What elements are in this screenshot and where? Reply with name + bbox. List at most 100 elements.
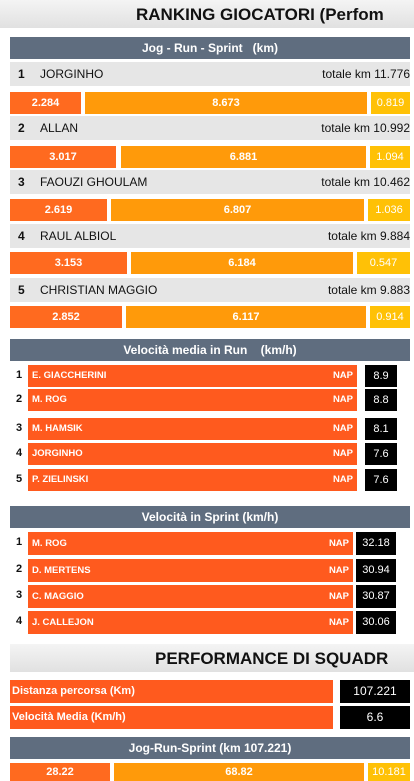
sprint-speed-section-title: Velocità in Sprint (km/h) xyxy=(141,510,279,524)
ranking-row-player: P. ZIELINSKI xyxy=(32,474,89,485)
player-rank: 3 xyxy=(18,175,25,189)
ranking-row-team: NAP xyxy=(332,394,353,405)
player-name: ALLAN xyxy=(40,121,79,135)
team-performance-title-bar: PERFORMANCE DI SQUADR xyxy=(10,644,414,672)
ranking-row-player: J. CALLEJON xyxy=(32,617,94,628)
ranking-row-team: NAP xyxy=(332,474,353,485)
sprint-segment: 0.547 xyxy=(357,252,410,274)
jog-segment: 2.619 xyxy=(10,199,107,221)
ranking-row-value: 8.1 xyxy=(365,418,397,440)
jog-segment: 3.017 xyxy=(10,146,116,168)
team-jrs-header: Jog-Run-Sprint (km 107.221) xyxy=(10,737,410,759)
ranking-row-rank: 1 xyxy=(16,536,23,548)
player-rank: 2 xyxy=(18,121,25,135)
ranking-row: 1 E. GIACCHERINI NAP 8.9 xyxy=(10,365,410,387)
ranking-row-player: M. ROG xyxy=(32,538,67,549)
ranking-row-bar: JORGINHO NAP xyxy=(28,443,357,465)
ranking-row-bar: E. GIACCHERINI NAP xyxy=(28,365,357,387)
sprint-speed-section-header: Velocità in Sprint (km/h) xyxy=(10,506,410,528)
ranking-row-player: D. MERTENS xyxy=(32,565,91,576)
ranking-row-rank: 4 xyxy=(16,447,23,459)
player-total: totale km 10.462 xyxy=(321,175,410,189)
ranking-row-team: NAP xyxy=(328,591,349,602)
player-total: totale km 10.992 xyxy=(321,121,410,135)
player-row: 1 JORGINHO totale km 11.776 xyxy=(10,62,410,86)
sprint-segment: 1.036 xyxy=(368,199,410,221)
ranking-row-bar: J. CALLEJON NAP xyxy=(28,611,353,634)
ranking-row-rank: 3 xyxy=(16,422,23,434)
ranking-row-rank: 2 xyxy=(16,393,23,405)
ranking-row-player: C. MAGGIO xyxy=(32,591,84,602)
ranking-row-team: NAP xyxy=(328,617,349,628)
ranking-row-rank: 4 xyxy=(16,615,23,627)
ranking-row-value: 30.94 xyxy=(356,559,396,582)
jog-segment: 3.153 xyxy=(10,252,127,274)
sprint-segment: 0.819 xyxy=(371,92,410,114)
ranking-row-rank: 2 xyxy=(16,563,23,575)
ranking-row-value: 8.8 xyxy=(365,389,397,411)
sprint-segment: 1.094 xyxy=(370,146,410,168)
team-run-segment: 68.82 xyxy=(114,763,364,781)
ranking-row-bar: M. ROG NAP xyxy=(28,532,353,555)
run-segment: 8.673 xyxy=(85,92,367,114)
ranking-row-rank: 1 xyxy=(16,369,23,381)
ranking-row-team: NAP xyxy=(328,538,349,549)
team-performance-title: PERFORMANCE DI SQUADR xyxy=(155,649,389,668)
player-name: RAUL ALBIOL xyxy=(40,229,117,243)
avg-speed-label: Velocità Media (Km/h) xyxy=(10,706,333,729)
run-segment: 6.807 xyxy=(111,199,364,221)
team-sprint-segment: 10.181 xyxy=(368,763,410,781)
ranking-row: 5 P. ZIELINSKI NAP 7.6 xyxy=(10,469,410,491)
player-row: 2 ALLAN totale km 10.992 xyxy=(10,116,410,140)
player-row: 3 FAOUZI GHOULAM totale km 10.462 xyxy=(10,170,410,194)
ranking-row-player: M. HAMSIK xyxy=(32,423,83,434)
player-rank: 5 xyxy=(18,283,25,297)
run-segment: 6.881 xyxy=(121,146,366,168)
player-rank: 4 xyxy=(18,229,25,243)
run-speed-section-header: Velocità media in Run (km/h) xyxy=(10,339,410,361)
ranking-row-bar: C. MAGGIO NAP xyxy=(28,585,353,608)
avg-speed-value: 6.6 xyxy=(340,706,410,729)
ranking-row-bar: P. ZIELINSKI NAP xyxy=(28,469,357,491)
ranking-row-player: JORGINHO xyxy=(32,448,83,459)
player-name: CHRISTIAN MAGGIO xyxy=(40,283,158,297)
ranking-row: 3 C. MAGGIO NAP 30.87 xyxy=(10,585,410,608)
ranking-row-value: 30.06 xyxy=(356,611,396,634)
player-name: FAOUZI GHOULAM xyxy=(40,175,148,189)
player-total: totale km 9.883 xyxy=(327,283,410,297)
ranking-row-rank: 5 xyxy=(16,473,23,485)
ranking-row: 4 JORGINHO NAP 7.6 xyxy=(10,443,410,465)
ranking-row: 4 J. CALLEJON NAP 30.06 xyxy=(10,611,410,634)
ranking-title-bar: RANKING GIOCATORI (Perfom xyxy=(0,0,414,28)
ranking-row-value: 30.87 xyxy=(356,585,396,608)
player-total: totale km 11.776 xyxy=(322,67,410,81)
run-segment: 6.117 xyxy=(126,306,366,328)
team-jog-segment: 28.22 xyxy=(10,763,110,781)
distance-label-text: Distanza percorsa (Km) xyxy=(12,685,135,697)
ranking-row-team: NAP xyxy=(328,565,349,576)
run-speed-section-title: Velocità media in Run (km/h) xyxy=(123,343,297,357)
ranking-row-player: M. ROG xyxy=(32,394,67,405)
ranking-row-value: 7.6 xyxy=(365,469,397,491)
player-name: JORGINHO xyxy=(40,67,104,81)
ranking-row: 3 M. HAMSIK NAP 8.1 xyxy=(10,418,410,440)
run-segment: 6.184 xyxy=(131,252,353,274)
ranking-row: 1 M. ROG NAP 32.18 xyxy=(10,532,410,555)
jrs-section-title: Jog - Run - Sprint (km) xyxy=(142,41,278,55)
ranking-row-bar: M. HAMSIK NAP xyxy=(28,418,357,440)
ranking-row-team: NAP xyxy=(332,370,353,381)
jog-segment: 2.284 xyxy=(10,92,81,114)
ranking-row-player: E. GIACCHERINI xyxy=(32,370,107,381)
jog-segment: 2.852 xyxy=(10,306,122,328)
avg-speed-label-text: Velocità Media (Km/h) xyxy=(12,711,126,723)
ranking-row-value: 8.9 xyxy=(365,365,397,387)
player-row: 4 RAUL ALBIOL totale km 9.884 xyxy=(10,224,410,248)
distance-label: Distanza percorsa (Km) xyxy=(10,680,333,703)
team-jrs-header-text: Jog-Run-Sprint (km 107.221) xyxy=(128,741,292,755)
ranking-row: 2 D. MERTENS NAP 30.94 xyxy=(10,559,410,582)
ranking-row-rank: 3 xyxy=(16,589,23,601)
ranking-row-team: NAP xyxy=(332,423,353,434)
player-row: 5 CHRISTIAN MAGGIO totale km 9.883 xyxy=(10,278,410,302)
player-total: totale km 9.884 xyxy=(327,229,410,243)
ranking-row-value: 7.6 xyxy=(365,443,397,465)
